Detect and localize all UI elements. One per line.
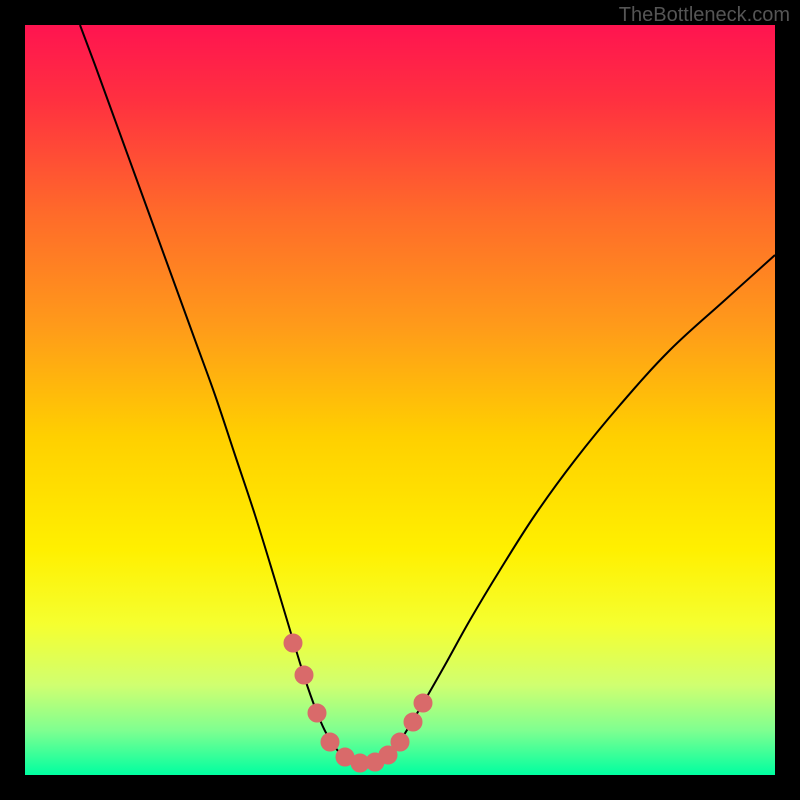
watermark-text: TheBottleneck.com [619,4,790,27]
marker-point [308,704,326,722]
marker-point [321,733,339,751]
marker-point [295,666,313,684]
curve-markers [284,634,432,772]
marker-point [404,713,422,731]
marker-point [284,634,302,652]
plot-area [25,25,775,775]
bottleneck-curve [80,25,775,763]
marker-point [414,694,432,712]
marker-point [391,733,409,751]
curve-layer [25,25,775,775]
